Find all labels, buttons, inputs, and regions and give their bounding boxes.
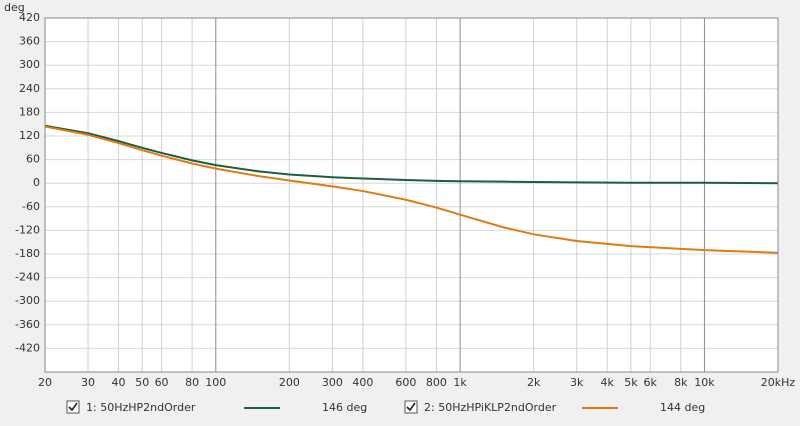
x-tick-label: 50 — [135, 376, 149, 389]
y-tick-label: 240 — [19, 82, 40, 95]
y-tick-label: -180 — [15, 247, 40, 260]
plot-area — [44, 17, 779, 373]
checkbox-box[interactable] — [66, 400, 80, 414]
legend-readout: 146 deg — [322, 401, 367, 414]
x-tick-label: 300 — [322, 376, 343, 389]
y-tick-label: 300 — [19, 58, 40, 71]
checkbox[interactable] — [404, 400, 418, 414]
checkmark — [68, 402, 78, 412]
y-tick-label: 180 — [19, 105, 40, 118]
x-tick-label: 6k — [644, 376, 658, 389]
checkmark — [406, 402, 416, 412]
legend-readout: 144 deg — [660, 401, 705, 414]
y-tick-label: 0 — [33, 176, 40, 189]
x-tick-label: 20 — [38, 376, 52, 389]
y-tick-label: -60 — [22, 200, 40, 213]
x-tick-label: 60 — [155, 376, 169, 389]
x-tick-label: 800 — [426, 376, 447, 389]
y-tick-label: -120 — [15, 223, 40, 236]
x-tick-label: 30 — [81, 376, 95, 389]
plot-frame — [44, 17, 779, 373]
x-tick-label: 8k — [674, 376, 688, 389]
y-tick-label: -420 — [15, 341, 40, 354]
x-tick-label: 20kHz — [761, 376, 796, 389]
y-tick-label: -240 — [15, 271, 40, 284]
x-tick-label: 40 — [112, 376, 126, 389]
x-tick-label: 4k — [601, 376, 615, 389]
y-tick-label: 420 — [19, 11, 40, 24]
y-tick-label: -360 — [15, 318, 40, 331]
legend-label: 1: 50HzHP2ndOrder — [86, 401, 196, 414]
y-axis-label: deg — [4, 1, 25, 14]
y-tick-label: 360 — [19, 35, 40, 48]
checkbox[interactable] — [66, 400, 80, 414]
y-tick-label: 60 — [26, 153, 40, 166]
legend-label: 2: 50HzHPiKLP2ndOrder — [424, 401, 557, 414]
x-tick-label: 3k — [570, 376, 584, 389]
x-tick-label: 2k — [527, 376, 541, 389]
x-tick-label: 1k — [453, 376, 467, 389]
y-tick-label: -300 — [15, 294, 40, 307]
series-line — [44, 124, 779, 185]
x-tick-label: 600 — [395, 376, 416, 389]
x-tick-label: 80 — [185, 376, 199, 389]
x-tick-label: 200 — [279, 376, 300, 389]
x-tick-label: 100 — [205, 376, 226, 389]
x-tick-label: 5k — [624, 376, 638, 389]
series-line — [44, 125, 779, 254]
x-tick-label: 400 — [352, 376, 373, 389]
x-tick-label: 10k — [694, 376, 715, 389]
y-tick-label: 120 — [19, 129, 40, 142]
checkbox-box[interactable] — [404, 400, 418, 414]
